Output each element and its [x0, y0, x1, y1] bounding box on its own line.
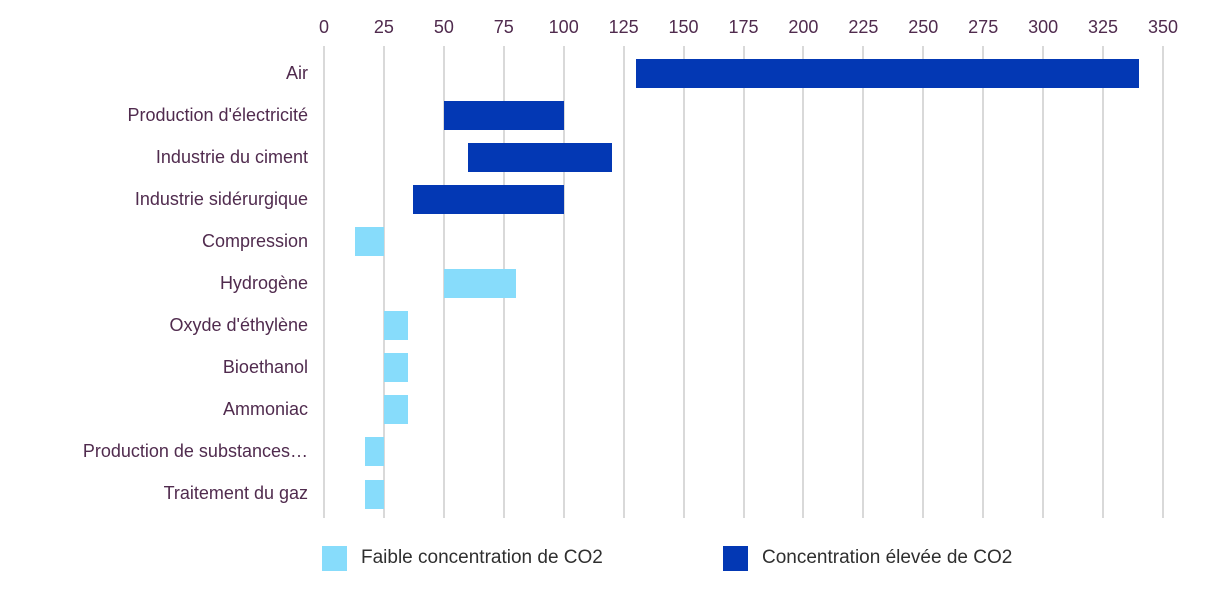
x-tick-label-75: 75	[493, 17, 514, 37]
category-label: Production de substances…	[82, 440, 308, 461]
legend-swatch-low-icon	[322, 545, 347, 571]
category-label: Industrie du ciment	[155, 146, 308, 167]
range-bar	[443, 269, 516, 299]
category-label: Hydrogène	[219, 272, 308, 293]
category-label: Ammoniac	[222, 398, 308, 419]
gridline-350	[1162, 46, 1164, 518]
range-bar	[443, 101, 564, 131]
range-bar	[364, 479, 384, 509]
range-bar	[412, 185, 564, 215]
legend-label-low: Faible concentration de CO2	[361, 547, 603, 568]
gridline-100	[562, 46, 565, 518]
category-label: Bioethanol	[222, 356, 308, 377]
category-label: Compression	[201, 230, 308, 251]
legend: Faible concentration de CO2 Concentratio…	[0, 545, 1214, 575]
range-bar	[383, 395, 408, 425]
gridline-250	[922, 46, 925, 518]
legend-item-high-concentration: Concentration élevée de CO2	[723, 545, 1012, 571]
x-tick-label-300: 300	[1028, 17, 1059, 37]
category-label: Industrie sidérurgique	[134, 188, 308, 209]
x-tick-label-150: 150	[668, 17, 699, 37]
legend-label-high: Concentration élevée de CO2	[762, 547, 1013, 568]
x-tick-label-50: 50	[433, 17, 454, 37]
x-tick-label-100: 100	[548, 17, 579, 37]
x-tick-label-275: 275	[968, 17, 999, 37]
range-bar	[383, 311, 408, 341]
range-bar	[355, 227, 384, 257]
x-tick-label-325: 325	[1088, 17, 1119, 37]
x-tick-label-350: 350	[1147, 17, 1179, 37]
legend-item-low-concentration: Faible concentration de CO2	[322, 545, 603, 571]
gridline-325	[1102, 46, 1105, 518]
x-tick-label-175: 175	[728, 17, 759, 37]
gridline-125	[622, 46, 625, 518]
x-tick-label-250: 250	[908, 17, 939, 37]
x-tick-label-0: 0	[318, 17, 329, 37]
gridline-300	[1042, 46, 1045, 518]
gridline-25	[382, 46, 385, 518]
gridline-275	[982, 46, 985, 518]
gridline-225	[862, 46, 865, 518]
x-tick-label-200: 200	[788, 17, 819, 37]
x-tick-label-225: 225	[848, 17, 879, 37]
range-bar	[467, 143, 612, 173]
legend-swatch-high-icon	[723, 545, 748, 571]
gridline-150	[682, 46, 685, 518]
gridline-0	[323, 46, 325, 518]
category-label: Production d'électricité	[127, 104, 308, 125]
range-bar	[383, 353, 408, 383]
category-label: Air	[286, 62, 308, 83]
gridline-175	[742, 46, 745, 518]
category-label: Traitement du gaz	[163, 483, 308, 503]
category-label: Oxyde d'éthylène	[169, 314, 308, 335]
x-tick-label-25: 25	[373, 17, 394, 37]
x-tick-label-125: 125	[608, 17, 639, 37]
range-bar	[364, 437, 384, 467]
gridline-200	[802, 46, 805, 518]
range-bar	[635, 59, 1140, 88]
